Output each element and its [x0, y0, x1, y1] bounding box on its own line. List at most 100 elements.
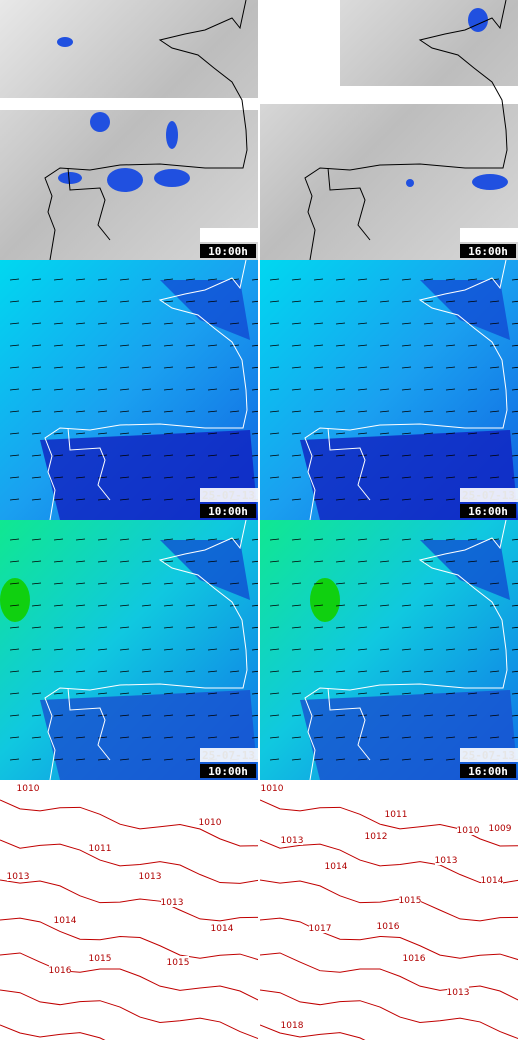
wind-arrow: [185, 714, 196, 717]
wind-arrow: [401, 692, 412, 695]
wind-arrow: [489, 432, 500, 435]
wind-arrow: [53, 626, 64, 629]
isobar-label-bg: [281, 834, 303, 845]
wind-arrow: [141, 388, 152, 391]
wind-arrow: [207, 432, 218, 435]
panel-content: 25-07-13: [260, 260, 518, 520]
wind-arrow: [97, 692, 108, 695]
wind-arrow: [53, 432, 64, 435]
wind-arrow: [269, 604, 280, 607]
wind-arrow: [467, 344, 478, 347]
wind-arrow: [141, 692, 152, 695]
wind-arrow: [9, 454, 20, 457]
wind-arrow: [207, 736, 218, 739]
wind-arrow: [75, 648, 86, 651]
wind-arrow: [53, 692, 64, 695]
wind-arrow: [357, 582, 368, 585]
wind-arrow: [75, 388, 86, 391]
wind-arrow: [467, 692, 478, 695]
wind-arrow: [185, 648, 196, 651]
time-bg: [200, 504, 256, 518]
wind-arrow: [489, 476, 500, 479]
wind-arrow: [251, 432, 258, 435]
isobar-label: 1015: [89, 954, 112, 964]
wind-arrow: [313, 538, 324, 541]
wind-arrow: [291, 736, 302, 739]
date-bg: [200, 228, 260, 242]
wind-arrow: [291, 626, 302, 629]
wind-arrow: [251, 560, 258, 563]
wind-arrow: [445, 366, 456, 369]
map-panel: 25-07-1316:00h: [260, 520, 520, 780]
precip-blob: [154, 169, 190, 187]
wind-arrow: [489, 648, 500, 651]
wind-arrow: [163, 476, 174, 479]
wind-arrow: [185, 604, 196, 607]
wind-arrow: [229, 322, 240, 325]
wind-arrow: [9, 278, 20, 281]
wind-arrow: [163, 604, 174, 607]
wind-arrow: [511, 670, 518, 673]
wind-arrow: [75, 410, 86, 413]
wind-arrow: [9, 714, 20, 717]
wind-arrow: [489, 692, 500, 695]
green-core: [0, 578, 30, 622]
isobar-label: 1016: [403, 954, 426, 964]
wind-arrow: [119, 410, 130, 413]
wind-arrow: [97, 300, 108, 303]
wind-arrow: [9, 692, 20, 695]
wind-arrow: [251, 476, 258, 479]
wind-arrow: [97, 604, 108, 607]
white-band: [260, 86, 518, 104]
wind-arrow: [379, 604, 390, 607]
wind-arrow: [229, 476, 240, 479]
wind-arrow: [119, 582, 130, 585]
wind-arrow: [445, 432, 456, 435]
isobar: [260, 1024, 366, 1040]
wind-arrow: [97, 278, 108, 281]
precip-blob: [406, 179, 414, 187]
wind-arrow: [379, 388, 390, 391]
wind-arrow: [185, 692, 196, 695]
wind-arrow: [53, 388, 64, 391]
isobar-label: 1016: [49, 966, 72, 976]
wind-arrow: [97, 714, 108, 717]
wind-arrow: [251, 388, 258, 391]
wind-arrow: [445, 560, 456, 563]
wind-arrow: [251, 582, 258, 585]
wind-arrow: [207, 714, 218, 717]
isobar-label-bg: [89, 952, 111, 963]
wind-arrow: [335, 454, 346, 457]
wind-arrow: [467, 560, 478, 563]
wind-arrow: [9, 538, 20, 541]
precip-blob: [107, 168, 143, 192]
wind-arrow: [53, 322, 64, 325]
wind-arrow: [269, 366, 280, 369]
wind-arrow: [335, 278, 346, 281]
isobar-label: 1015: [167, 958, 190, 968]
wind-arrow: [489, 538, 500, 541]
wind-arrow: [313, 322, 324, 325]
wind-arrow: [511, 322, 518, 325]
wind-arrow: [75, 498, 86, 501]
wind-arrow: [269, 498, 280, 501]
wind-arrow: [97, 670, 108, 673]
wind-arrow: [357, 604, 368, 607]
wind-arrow: [379, 626, 390, 629]
wind-arrow: [445, 278, 456, 281]
wind-arrow: [445, 498, 456, 501]
wind-arrow: [313, 560, 324, 563]
isobar-label: 1013: [447, 988, 470, 998]
wind-arrow: [119, 714, 130, 717]
wind-arrow: [423, 626, 434, 629]
wind-arrow: [335, 560, 346, 563]
wind-arrow: [251, 692, 258, 695]
wind-arrow: [53, 344, 64, 347]
wind-arrow: [379, 300, 390, 303]
wind-arrow: [31, 648, 42, 651]
wind-arrow: [357, 278, 368, 281]
isobar-label-bg: [489, 822, 511, 833]
wind-arrow: [163, 670, 174, 673]
wind-arrow: [31, 322, 42, 325]
